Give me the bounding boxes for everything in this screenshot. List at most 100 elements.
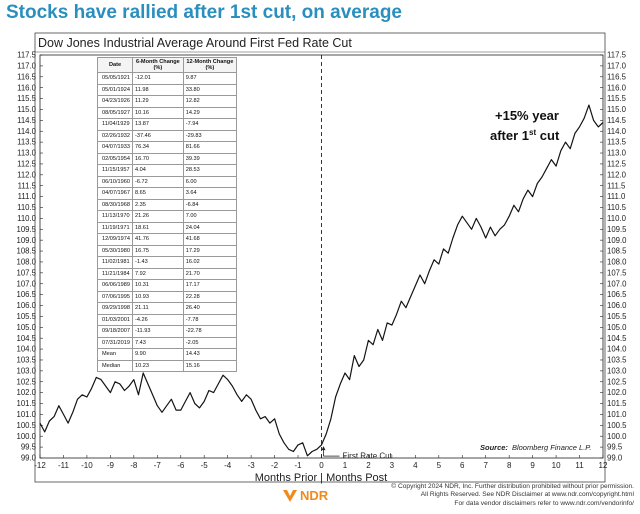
y-tick-label-left: 106.0 (16, 301, 36, 310)
table-cell-date: 09/29/1998 (97, 302, 133, 315)
table-cell-12-month: 14.29 (182, 106, 238, 119)
x-tick-label: -3 (248, 461, 256, 470)
source-label: Source: (480, 443, 508, 452)
table-cell-12-month: 6.00 (182, 175, 238, 188)
table-row: 06/06/1989 10.31 17.17 (97, 279, 238, 292)
table-cell-6-month: 10.16 (132, 106, 184, 119)
table-cell-6-month: 10.31 (132, 279, 184, 292)
callout-line-2-post: cut (536, 128, 560, 143)
y-tick-label-right: 113.5 (607, 138, 627, 147)
table-cell-6-month: -37.46 (132, 129, 184, 142)
table-cell-date: 06/06/1989 (97, 279, 133, 292)
y-tick-label-left: 114.0 (17, 127, 37, 136)
table-cell-date: 11/02/1981 (97, 256, 133, 269)
table-row: 02/05/1954 16.70 39.39 (97, 152, 238, 165)
y-tick-label-left: 110.0 (17, 214, 37, 223)
y-tick-label-right: 102.0 (607, 388, 627, 397)
table-row: 11/02/1981 -1.43 16.02 (97, 256, 238, 269)
table-row: 11/21/1984 7.92 21.70 (97, 267, 238, 280)
y-tick-label-left: 117.0 (17, 61, 37, 70)
y-tick-label-right: 105.5 (607, 312, 627, 321)
footer-line-2: All Rights Reserved. See NDR Disclaimer … (420, 491, 634, 499)
y-tick-label-left: 104.0 (16, 345, 36, 354)
table-cell-6-month: 13.87 (132, 118, 184, 131)
header-12-month: 12-Month Change (%) (182, 57, 238, 73)
table-cell-date: 05/05/1921 (97, 72, 133, 85)
y-tick-label-left: 99.0 (21, 454, 37, 463)
table-row: 05/05/1921 -12.01 9.87 (97, 72, 238, 85)
y-tick-label-right: 103.5 (607, 356, 627, 365)
cut-arrow-head (321, 446, 326, 451)
y-tick-label-right: 101.5 (607, 399, 627, 408)
table-cell-12-month: -7.94 (182, 118, 238, 131)
y-tick-label-right: 109.0 (607, 236, 627, 245)
table-row: 09/29/1998 21.11 26.40 (97, 302, 238, 315)
table-row: 05/30/1980 16.75 17.29 (97, 244, 238, 257)
table-cell-6-month: 11.98 (132, 83, 184, 96)
y-tick-label-right: 106.0 (607, 301, 627, 310)
header-date: Date (97, 57, 133, 73)
table-cell-6-month: -11.93 (132, 325, 184, 338)
table-cell-6-month: 4.04 (132, 164, 184, 177)
x-tick-label: -2 (271, 461, 279, 470)
callout-line-2-sup: st (529, 128, 536, 137)
table-row: 07/31/2019 7.43 -2.05 (97, 336, 238, 349)
table-header-row: Date 6-Month Change (%) 12-Month Change … (97, 57, 238, 73)
table-cell-12-month: 26.40 (182, 302, 238, 315)
table-cell-12-month: -22.78 (182, 325, 238, 338)
table-cell-date: 02/26/1932 (97, 129, 133, 142)
table-row: 12/09/1974 41.76 41.68 (97, 233, 238, 246)
y-tick-label-left: 103.0 (16, 366, 36, 375)
y-tick-label-left: 111.5 (18, 181, 37, 190)
table-cell-6-month: 11.29 (132, 95, 184, 108)
y-tick-label-right: 114.5 (607, 116, 627, 125)
x-tick-label: -11 (58, 461, 70, 470)
table-row: 05/01/1924 11.98 33.80 (97, 83, 238, 96)
x-tick-label: 10 (552, 461, 561, 470)
y-tick-label-left: 107.0 (16, 279, 36, 288)
table-cell-6-month: 21.11 (132, 302, 184, 315)
table-cell-12-month: 14.43 (182, 348, 238, 361)
table-row: 04/23/1926 11.29 12.82 (97, 95, 238, 108)
x-tick-label: -8 (130, 461, 138, 470)
y-tick-label-right: 117.0 (607, 61, 627, 70)
table-cell-date: 02/05/1954 (97, 152, 133, 165)
table-cell-6-month: 9.90 (132, 348, 184, 361)
y-tick-label-right: 106.5 (607, 290, 627, 299)
series-layer (39, 104, 604, 457)
x-tick-label: 5 (437, 461, 442, 470)
y-tick-label-right: 117.5 (607, 51, 627, 60)
table-cell-date: 11/13/1970 (97, 210, 133, 223)
x-axis: -12 -11 -10 -9 -8 -7 -6 -5 -4 -3 -2 -1 0 1 2 3 4 5 6 7 8 9 10 1… (34, 455, 608, 470)
table-cell-6-month: 21.26 (132, 210, 184, 223)
rate-cut-table-container: Date 6-Month Change (%) 12-Month Change … (97, 57, 238, 372)
table-cell-12-month: 39.39 (182, 152, 238, 165)
y-tick-label-right: 102.5 (607, 377, 627, 386)
table-row: 01/03/2001 -4.26 -7.78 (97, 313, 238, 326)
y-tick-label-right: 110.0 (607, 214, 627, 223)
table-cell-date: 07/06/1995 (97, 290, 133, 303)
table-cell-6-month: 16.75 (132, 244, 184, 257)
x-tick-label: 1 (343, 461, 348, 470)
source-note: Source: Bloomberg Finance L.P. (480, 443, 591, 452)
y-tick-label-left: 102.0 (16, 388, 36, 397)
table-cell-12-month: 28.53 (182, 164, 238, 177)
header-6-month: 6-Month Change (%) (132, 57, 184, 73)
rate-cut-annotation: First Rate Cut (321, 446, 393, 461)
table-cell-6-month: 16.70 (132, 152, 184, 165)
table-row: 11/15/1957 4.04 28.53 (97, 164, 238, 177)
table-row: 11/19/1971 18.61 24.04 (97, 221, 238, 234)
y-tick-label-left: 110.5 (17, 203, 37, 212)
y-tick-label-right: 114.0 (607, 127, 627, 136)
table-row: 11/04/1929 13.87 -7.94 (97, 118, 238, 131)
y-tick-label-left: 112.0 (17, 170, 37, 179)
y-tick-label-right: 108.0 (607, 258, 627, 267)
series-line (39, 104, 604, 457)
table-cell-12-month: 12.82 (182, 95, 238, 108)
rate-cut-table: Date 6-Month Change (%) 12-Month Change … (97, 57, 238, 372)
ndr-logo-text: NDR (300, 488, 329, 503)
y-tick-label-right: 111.5 (607, 181, 626, 190)
y-tick-label-right: 101.0 (607, 410, 627, 419)
y-tick-label-left: 115.0 (17, 105, 37, 114)
y-tick-label-left: 115.5 (17, 94, 37, 103)
